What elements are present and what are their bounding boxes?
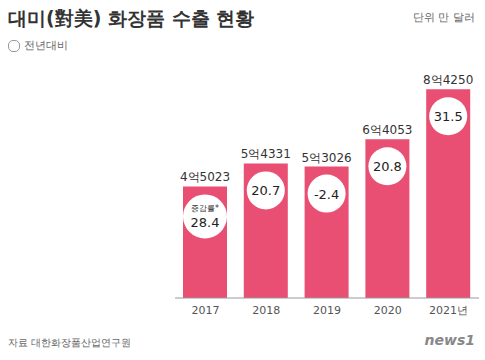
html-text:단위 만 달러: 단위 만 달러 <box>413 11 475 24</box>
svg-text:8억4250: 8억4250 <box>423 73 473 87</box>
svg-text:31.5: 31.5 <box>434 109 463 124</box>
svg-text:5억3026: 5억3026 <box>302 151 352 165</box>
html-text:전년대비: 전년대비 <box>24 39 68 52</box>
svg-text:6억4053: 6억4053 <box>362 123 412 137</box>
svg-text:28.4: 28.4 <box>191 215 220 230</box>
svg-text:2018: 2018 <box>252 304 280 317</box>
html-text:자료 대한화장품산업연구원: 자료 대한화장품산업연구원 <box>8 337 132 348</box>
svg-text:2019: 2019 <box>313 304 341 317</box>
html-text:news1: news1 <box>424 332 475 348</box>
html-text:대미(對美) 화장품 수출 현황: 대미(對美) 화장품 수출 현황 <box>8 7 255 29</box>
svg-text:2017: 2017 <box>191 304 219 317</box>
svg-text:-2.4: -2.4 <box>314 187 339 202</box>
svg-text:증감률*: 증감률* <box>191 204 219 213</box>
svg-text:20.7: 20.7 <box>251 183 280 198</box>
svg-text:5억4331: 5억4331 <box>241 147 291 161</box>
svg-text:2021년: 2021년 <box>429 304 468 317</box>
svg-text:4억5023: 4억5023 <box>180 170 230 184</box>
svg-text:20.8: 20.8 <box>373 159 402 174</box>
svg-text:2020: 2020 <box>374 304 402 317</box>
